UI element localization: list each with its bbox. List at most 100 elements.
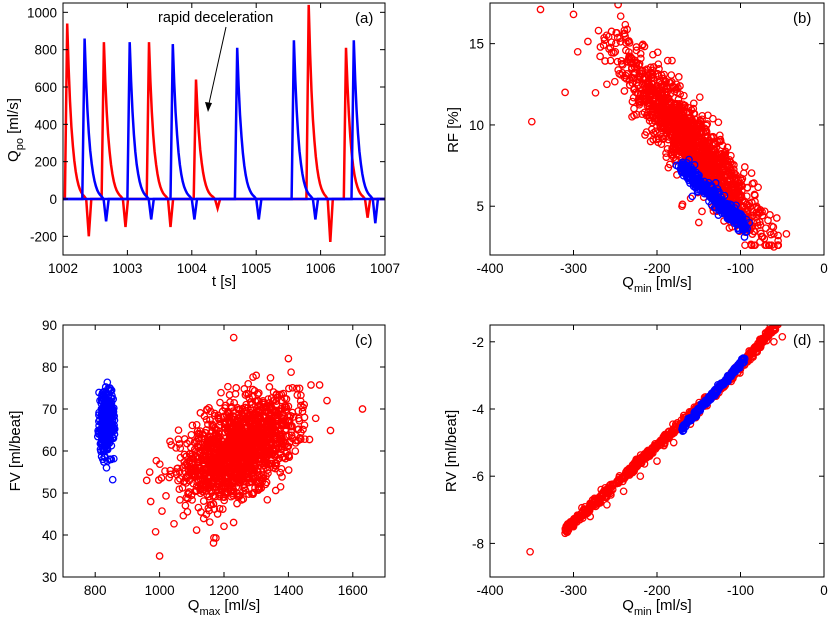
scatter-point (210, 533, 218, 542)
scatter-point (174, 426, 183, 435)
scatter-point (622, 75, 631, 83)
scatter-point (267, 459, 275, 468)
scatter-point (638, 110, 646, 119)
scatter-point (736, 218, 745, 227)
scatter-point (209, 500, 218, 508)
scatter-point (142, 476, 151, 485)
panel-c-ytick-label: 80 (42, 360, 57, 375)
panel-a-ytick-label: 800 (34, 43, 57, 58)
scatter-point (670, 428, 679, 437)
scatter-point (197, 466, 206, 475)
panel-a-ylabel: Qpo [ml/s] (5, 98, 26, 162)
panel-d-ytick-label: -6 (472, 469, 484, 484)
scatter-point (694, 176, 703, 185)
scatter-point (698, 111, 707, 120)
scatter-point (253, 396, 261, 405)
scatter-point (751, 241, 759, 250)
scatter-point (603, 80, 611, 89)
scatter-point (738, 203, 747, 211)
scatter-point (194, 429, 203, 438)
scatter-point (323, 396, 331, 405)
scatter-point (262, 420, 271, 428)
scatter-point (263, 466, 272, 474)
scatter-point (260, 412, 268, 421)
scatter-point (688, 192, 697, 201)
scatter-point (678, 115, 687, 124)
scatter-point (636, 472, 645, 481)
scatter-point (678, 425, 686, 434)
scatter-point (711, 195, 720, 204)
scatter-point (740, 163, 749, 171)
scatter-point (687, 170, 696, 179)
panel-b-xtick-label: 0 (820, 261, 828, 276)
scatter-point (180, 477, 189, 486)
scatter-point (636, 72, 645, 81)
scatter-point (659, 74, 668, 83)
scatter-point (672, 109, 681, 118)
scatter-point (278, 453, 287, 462)
scatter-point (158, 507, 166, 515)
scatter-point (674, 84, 682, 92)
panel-d-ytick-label: -2 (472, 335, 484, 350)
scatter-point (680, 91, 688, 100)
scatter-point (719, 204, 728, 212)
scatter-point (99, 388, 108, 396)
scatter-point (694, 405, 703, 413)
scatter-point (215, 492, 224, 501)
scatter-point (162, 492, 170, 500)
scatter-point (723, 143, 732, 152)
scatter-point (261, 454, 270, 463)
scatter-point (641, 89, 650, 98)
scatter-point (686, 415, 695, 423)
scatter-point (205, 403, 213, 412)
scatter-point (234, 493, 243, 502)
scatter-point (740, 223, 749, 232)
scatter-point (761, 224, 770, 233)
scatter-point (214, 472, 223, 481)
scatter-point (709, 114, 717, 123)
scatter-point (765, 326, 773, 335)
scatter-point (703, 190, 712, 198)
scatter-point (108, 475, 117, 484)
scatter-point (753, 218, 762, 227)
scatter-point (684, 103, 693, 112)
scatter-point (212, 430, 221, 439)
scatter-point (266, 402, 274, 411)
scatter-point (656, 90, 665, 99)
scatter-point (285, 438, 294, 447)
scatter-point (689, 139, 698, 148)
scatter-point (152, 456, 161, 465)
scatter-point (213, 510, 222, 518)
scatter-point (613, 33, 622, 42)
panel-d-xlabel: Qmin [ml/s] (622, 597, 691, 618)
scatter-point (703, 398, 711, 407)
scatter-point (203, 405, 211, 414)
scatter-point (635, 60, 644, 68)
scatter-point (246, 460, 255, 469)
scatter-point (311, 414, 320, 423)
scatter-point (254, 389, 263, 397)
panel-d-xlabel-tail: [ml/s] (652, 597, 692, 614)
scatter-point (101, 447, 109, 455)
scatter-point (702, 150, 711, 159)
panel-c-xlabel-sub: max (199, 606, 220, 618)
scatter-point (305, 435, 314, 444)
scatter-point (686, 166, 695, 175)
scatter-point (258, 477, 267, 486)
scatter-point (106, 413, 115, 422)
scatter-point (741, 241, 749, 250)
panel-d-label: (d) (793, 332, 811, 349)
scatter-point (645, 111, 654, 120)
panel-d-xtick-label: -200 (643, 583, 670, 598)
series-blue (672, 155, 754, 241)
scatter-point (603, 485, 612, 493)
panel-a-ytick-label: 600 (34, 80, 57, 95)
scatter-point (695, 132, 704, 141)
scatter-point (250, 464, 259, 473)
scatter-point (630, 111, 638, 120)
panel-d-ytick-label: -8 (472, 536, 484, 551)
scatter-point (101, 421, 109, 430)
panel-a-ticks: 1002 1003 1004 1005 1006 1007-200020040060080… (27, 3, 400, 276)
scatter-point (669, 427, 677, 436)
